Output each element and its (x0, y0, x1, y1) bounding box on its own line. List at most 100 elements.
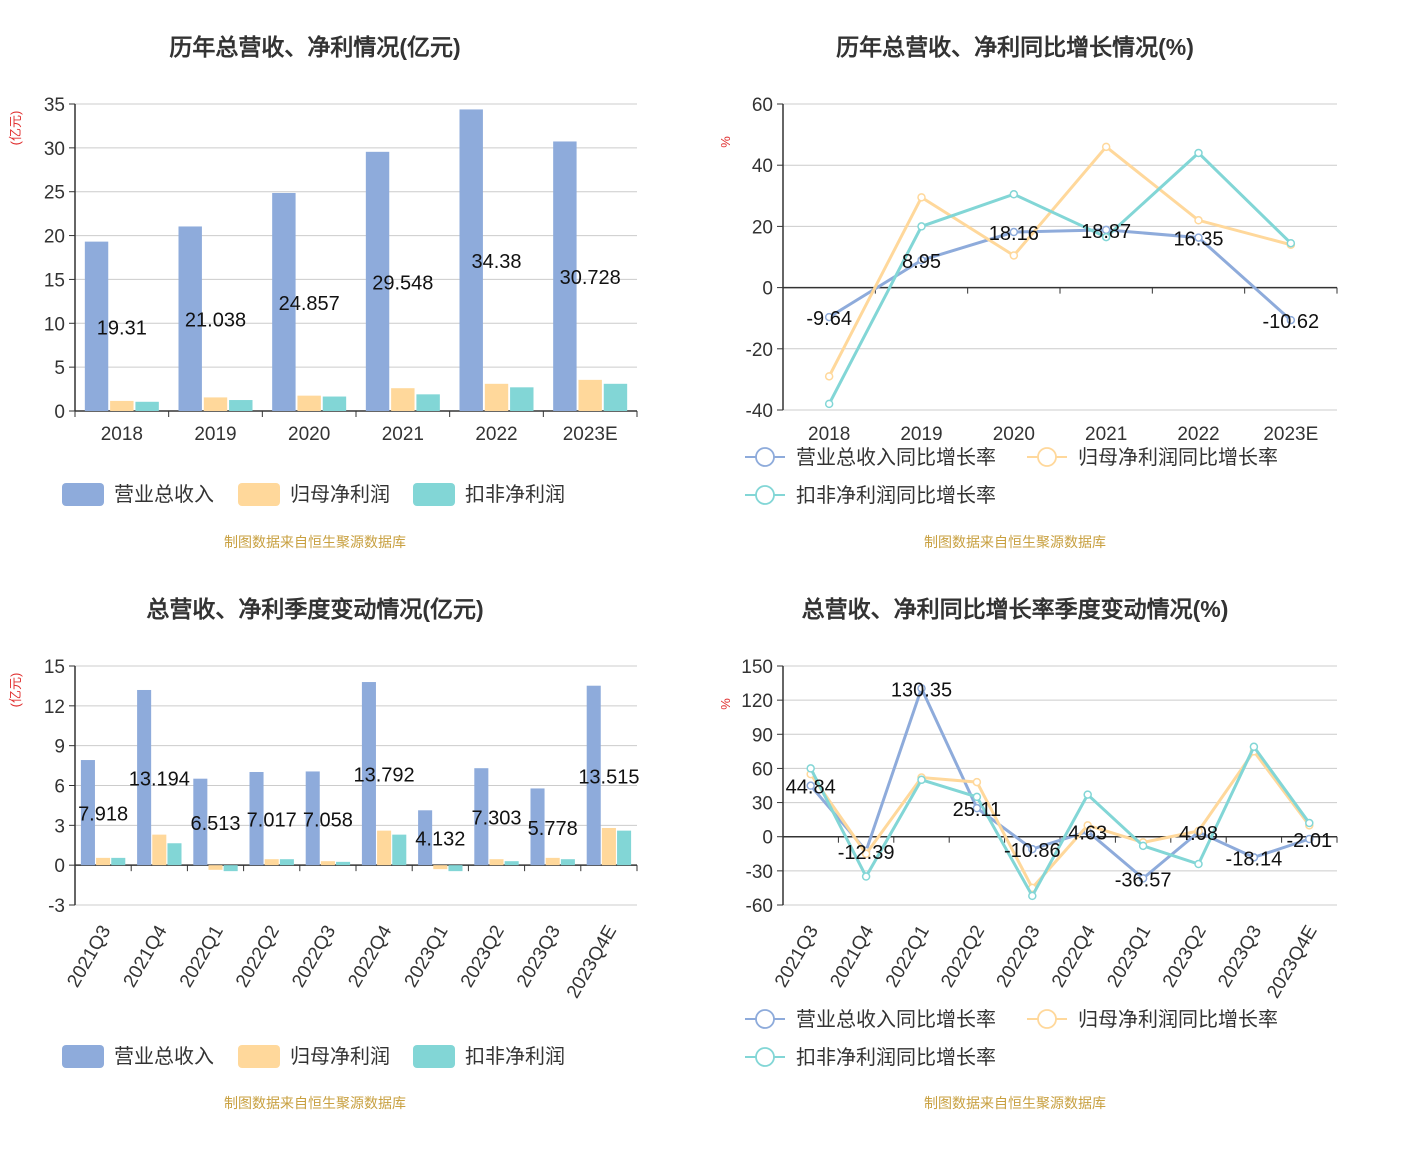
bar-归母净利润-2018 (110, 400, 134, 411)
point-归母净利润同比增长率-2022Q2 (972, 777, 982, 787)
line-营业总收入同比增长率 (828, 228, 1292, 322)
chart-panel-2: 历年总营收、净利同比增长情况(%)% -40 -20 0 20 40 60 2018 2019 2… (718, 34, 1338, 550)
bar-营业总收入-2023Q1 (418, 810, 433, 866)
bar-扣非净利润-2022Q4 (392, 834, 407, 866)
x-tick-label: 2020 (288, 424, 330, 445)
bar-归母净利润-2019 (203, 397, 228, 411)
x-tick-label: 2018 (808, 424, 850, 445)
legend-label: 扣非净利润 (465, 1045, 565, 1068)
x-tick-label: 2023Q2 (1159, 922, 1211, 991)
line-扣非净利润同比增长率 (827, 150, 1292, 405)
x-tick-label: 2023Q3 (1214, 922, 1266, 991)
y-tick-label: 20 (752, 217, 773, 238)
point-扣非净利润同比增长率-2022 (1194, 148, 1203, 158)
data-label: -2.01 (1287, 830, 1333, 852)
y-tick-label: 9 (54, 737, 65, 758)
bar-归母净利润-2021Q3 (96, 857, 111, 866)
point-营业总收入同比增长率-2022Q1 (917, 684, 926, 693)
bar-营业总收入-2021Q3 (80, 760, 95, 866)
bar-归母净利润-2023Q1 (433, 865, 448, 870)
bar-归母净利润-2023E (578, 379, 602, 411)
x-tick-label: 2021Q3 (63, 922, 115, 991)
bar-扣非净利润-2018 (135, 401, 159, 411)
bar-扣非净利润-2023Q2 (504, 861, 519, 866)
y-tick-label: 20 (44, 227, 65, 248)
bar-扣非净利润-2023Q3 (560, 859, 575, 866)
bar-归母净利润-2023Q2 (489, 859, 504, 866)
legend-label: 归母净利润同比增长率 (1078, 446, 1278, 469)
point-归母净利润同比增长率-2020 (1009, 251, 1019, 260)
point-扣非净利润同比增长率-2023Q1 (1138, 841, 1148, 851)
point-扣非净利润同比增长率-2021 (1101, 232, 1111, 242)
data-label: 13.792 (354, 765, 415, 787)
bar-归母净利润-2023Q3 (545, 857, 560, 866)
bar-扣非净利润-2022Q1 (223, 865, 238, 872)
legend-label: 营业总收入同比增长率 (796, 446, 996, 469)
data-label: 4.08 (1179, 823, 1218, 845)
legend-label: 营业总收入同比增长率 (796, 1008, 996, 1031)
data-label: 6.513 (190, 813, 240, 835)
legend-label: 营业总收入 (114, 483, 214, 506)
data-label: 8.95 (902, 251, 941, 273)
point-扣非净利润同比增长率-2018 (824, 399, 834, 409)
point-营业总收入同比增长率-2022Q3 (1028, 844, 1037, 854)
x-tick-label: 2023Q4E (1263, 922, 1321, 1002)
data-label: 7.303 (471, 808, 521, 830)
bar-营业总收入-2022 (459, 109, 483, 411)
x-tick-label: 2022Q1 (176, 922, 228, 991)
legend-label: 扣非净利润同比增长率 (796, 1046, 996, 1069)
x-tick-label: 2023Q4E (563, 922, 621, 1002)
data-label: 30.728 (560, 267, 621, 289)
data-label: 44.84 (786, 777, 836, 799)
legend-marker (755, 485, 775, 505)
y-tick-label: 0 (54, 856, 65, 877)
y-tick-label: -3 (48, 896, 65, 917)
point-营业总收入同比增长率-2019 (917, 255, 926, 265)
legend-marker (755, 1009, 775, 1029)
line-扣非净利润同比增长率 (809, 743, 1311, 899)
data-label: 13.194 (129, 769, 190, 791)
data-label: 19.31 (97, 317, 147, 339)
source-note: 制图数据来自恒生聚源数据库 (224, 534, 406, 550)
y-axis-unit: % (718, 698, 733, 710)
chart-title: 历年总营收、净利同比增长情况(%) (836, 34, 1194, 60)
x-tick-label: 2022Q1 (882, 922, 934, 991)
bar-归母净利润-2022Q3 (320, 861, 335, 866)
bar-营业总收入-2022Q2 (249, 771, 264, 866)
y-tick-label: 0 (762, 828, 773, 849)
source-note: 制图数据来自恒生聚源数据库 (924, 1095, 1106, 1111)
bar-扣非净利润-2022 (510, 387, 534, 411)
y-tick-label: 10 (44, 314, 65, 335)
x-tick-label: 2018 (101, 424, 143, 445)
y-tick-label: 60 (752, 95, 773, 116)
y-tick-label: 3 (54, 816, 65, 837)
x-tick-label: 2021 (1085, 424, 1127, 445)
y-tick-label: 15 (44, 657, 65, 678)
bar-扣非净利润-2021 (416, 394, 440, 411)
data-label: 4.132 (415, 829, 465, 851)
bar-营业总收入-2023Q4E (586, 685, 601, 866)
legend-swatch (238, 483, 280, 506)
x-tick-label: 2023Q3 (513, 922, 565, 991)
data-label: -18.14 (1226, 848, 1283, 870)
point-归母净利润同比增长率-2021Q4 (861, 849, 871, 859)
y-tick-label: 60 (752, 759, 773, 780)
point-扣非净利润同比增长率-2023Q2 (1194, 859, 1203, 869)
bar-归母净利润-2021Q4 (152, 834, 167, 866)
point-归母净利润同比增长率-2019 (917, 193, 926, 202)
data-label: -9.64 (806, 308, 852, 330)
y-tick-label: 0 (762, 279, 773, 300)
data-label: 18.16 (989, 223, 1039, 245)
y-tick-label: 30 (752, 794, 773, 815)
data-label: 16.35 (1173, 229, 1223, 251)
y-tick-label: 0 (54, 402, 65, 423)
point-营业总收入同比增长率-2023Q1 (1138, 874, 1148, 883)
bar-归母净利润-2020 (297, 395, 321, 411)
bar-归母净利润-2022Q1 (208, 865, 223, 870)
point-营业总收入同比增长率-2023Q3 (1249, 853, 1259, 862)
data-label: 18.87 (1081, 221, 1131, 243)
line-营业总收入同比增长率 (809, 684, 1310, 881)
y-tick-label: 40 (752, 156, 773, 177)
bar-归母净利润-2022Q2 (264, 859, 279, 866)
